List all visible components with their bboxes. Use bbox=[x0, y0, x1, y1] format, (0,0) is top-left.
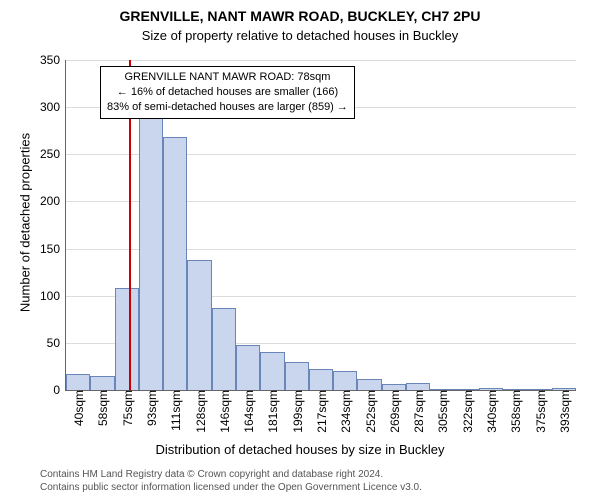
gridline bbox=[66, 60, 576, 61]
xtick-label: 217sqm bbox=[313, 390, 329, 433]
xtick-label: 375sqm bbox=[532, 390, 548, 433]
annotation-line-3: 83% of semi-detached houses are larger (… bbox=[107, 100, 348, 115]
xtick-label: 111sqm bbox=[167, 390, 183, 431]
x-axis-label: Distribution of detached houses by size … bbox=[0, 442, 600, 457]
footnote-line-1: Contains HM Land Registry data © Crown c… bbox=[40, 468, 422, 481]
histogram-bar bbox=[406, 383, 430, 390]
histogram-bar bbox=[66, 374, 90, 390]
ytick-label: 50 bbox=[47, 336, 66, 350]
ytick-label: 150 bbox=[40, 242, 66, 256]
footnote: Contains HM Land Registry data © Crown c… bbox=[40, 468, 422, 494]
histogram-bar bbox=[163, 137, 187, 390]
histogram-bar bbox=[357, 379, 381, 390]
histogram-bar bbox=[187, 260, 211, 390]
xtick-label: 146sqm bbox=[216, 390, 232, 433]
histogram-bar bbox=[236, 345, 260, 390]
histogram-bar bbox=[139, 102, 163, 391]
ytick-label: 200 bbox=[40, 194, 66, 208]
histogram-bar bbox=[333, 371, 357, 390]
ytick-label: 0 bbox=[53, 383, 66, 397]
ytick-label: 350 bbox=[40, 53, 66, 67]
histogram-bar bbox=[212, 308, 236, 390]
xtick-label: 164sqm bbox=[240, 390, 256, 433]
ytick-label: 250 bbox=[40, 147, 66, 161]
xtick-label: 199sqm bbox=[289, 390, 305, 433]
xtick-label: 75sqm bbox=[119, 390, 135, 426]
xtick-label: 358sqm bbox=[507, 390, 523, 433]
footnote-line-2: Contains public sector information licen… bbox=[40, 481, 422, 494]
histogram-bar bbox=[115, 288, 139, 390]
xtick-label: 287sqm bbox=[410, 390, 426, 433]
annotation-line-1: GRENVILLE NANT MAWR ROAD: 78sqm bbox=[107, 70, 348, 85]
xtick-label: 393sqm bbox=[556, 390, 572, 433]
chart-container: { "header": { "address_line": "GRENVILLE… bbox=[0, 0, 600, 500]
xtick-label: 340sqm bbox=[483, 390, 499, 433]
xtick-label: 322sqm bbox=[459, 390, 475, 433]
y-axis-label: Number of detached properties bbox=[18, 123, 33, 323]
histogram-bar bbox=[90, 376, 114, 390]
histogram-bar bbox=[285, 362, 309, 390]
histogram-bar bbox=[260, 352, 284, 390]
xtick-label: 40sqm bbox=[70, 390, 86, 426]
xtick-label: 181sqm bbox=[264, 390, 280, 433]
annotation-line-2: ← 16% of detached houses are smaller (16… bbox=[107, 85, 348, 100]
xtick-label: 128sqm bbox=[192, 390, 208, 433]
annotation-box: GRENVILLE NANT MAWR ROAD: 78sqm ← 16% of… bbox=[100, 66, 355, 119]
ytick-label: 300 bbox=[40, 100, 66, 114]
xtick-label: 93sqm bbox=[143, 390, 159, 426]
xtick-label: 269sqm bbox=[386, 390, 402, 433]
xtick-label: 58sqm bbox=[94, 390, 110, 426]
ytick-label: 100 bbox=[40, 289, 66, 303]
xtick-label: 305sqm bbox=[434, 390, 450, 433]
histogram-bar bbox=[309, 369, 333, 390]
chart-subtitle: Size of property relative to detached ho… bbox=[0, 28, 600, 43]
xtick-label: 252sqm bbox=[362, 390, 378, 433]
xtick-label: 234sqm bbox=[337, 390, 353, 433]
chart-title: GRENVILLE, NANT MAWR ROAD, BUCKLEY, CH7 … bbox=[0, 8, 600, 24]
